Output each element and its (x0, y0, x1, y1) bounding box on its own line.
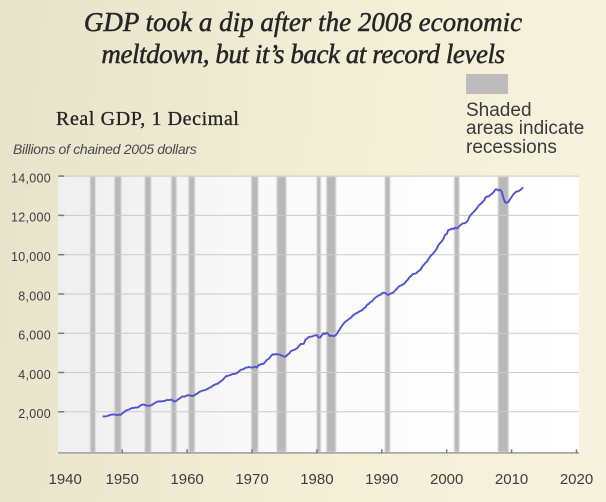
svg-text:14,000: 14,000 (11, 171, 51, 185)
svg-text:1950: 1950 (106, 471, 139, 488)
svg-text:1970: 1970 (235, 471, 268, 488)
svg-text:1990: 1990 (365, 471, 398, 488)
svg-text:12,000: 12,000 (11, 211, 51, 225)
svg-text:1940: 1940 (49, 471, 82, 488)
svg-text:1980: 1980 (300, 471, 333, 488)
svg-text:10,000: 10,000 (11, 250, 51, 264)
svg-text:1960: 1960 (170, 471, 203, 488)
svg-text:2020: 2020 (560, 471, 593, 488)
svg-text:6,000: 6,000 (18, 329, 51, 343)
svg-text:4,000: 4,000 (18, 368, 51, 382)
svg-text:2,000: 2,000 (18, 407, 51, 421)
svg-text:2000: 2000 (430, 471, 463, 488)
svg-text:8,000: 8,000 (18, 289, 51, 303)
svg-text:2010: 2010 (495, 471, 528, 488)
